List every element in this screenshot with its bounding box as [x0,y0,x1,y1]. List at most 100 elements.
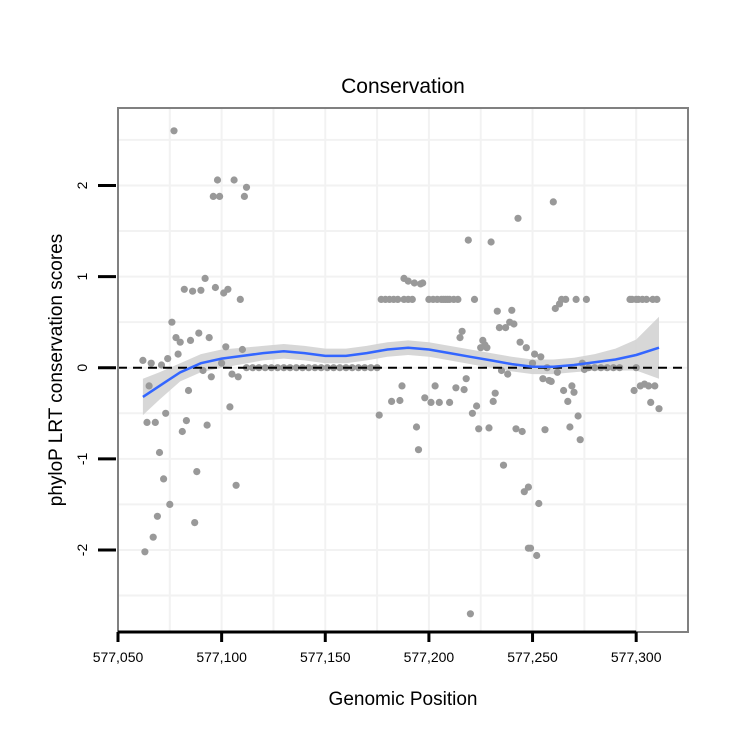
data-point [230,176,238,184]
data-point [473,402,481,410]
data-point [178,427,186,436]
data-point [655,405,663,413]
data-point [305,364,313,372]
data-point [510,320,518,328]
data-point [499,461,508,469]
data-point [168,318,176,326]
data-point [456,334,464,342]
data-point [147,359,155,367]
data-point [336,364,344,372]
data-point [149,533,157,541]
data-point [518,427,526,436]
data-point [526,544,535,552]
data-point [464,236,472,244]
data-point [483,344,491,352]
x-tick-label: 577,300 [611,649,662,665]
data-point [191,519,199,527]
data-point [261,364,269,372]
data-point [226,403,234,411]
data-point [541,426,549,434]
data-point [222,343,230,351]
data-point [535,499,543,508]
data-point [414,446,423,454]
data-point [160,475,168,483]
data-point [522,344,530,352]
data-point [197,286,205,294]
data-point [174,350,182,358]
data-point [274,364,282,372]
data-point [186,336,195,344]
data-point [218,359,226,367]
data-point [170,127,178,135]
data-point [180,285,188,293]
data-point [189,287,197,295]
data-point [431,382,439,390]
data-point [528,359,537,367]
data-point [582,295,591,303]
data-point [512,425,520,433]
data-point [203,421,211,429]
x-tick-label: 577,100 [196,649,247,665]
x-axis-title: Genomic Position [329,689,478,710]
data-point [647,398,655,406]
data-point [216,192,224,200]
data-point [562,295,570,303]
data-point [205,334,213,342]
data-point [553,368,562,376]
data-point [211,283,219,292]
data-point [164,355,172,363]
data-point [458,327,466,335]
data-point [446,398,454,406]
data-point [466,610,474,618]
data-point [533,551,541,560]
data-point [489,397,497,405]
x-tick-label: 577,050 [93,649,144,665]
data-point [630,386,638,395]
data-point [143,418,151,426]
smooth-line [142,346,660,398]
data-point [454,295,462,303]
data-point [234,373,242,381]
data-point [504,370,512,378]
y-tick-label: 1 [74,272,90,280]
data-point [213,176,222,184]
data-point [491,389,499,397]
y-axis-title: phyloP LRT conservation scores [46,234,67,507]
data-point [462,375,470,383]
data-point [576,436,584,444]
data-point [539,375,547,383]
data-point [242,183,251,191]
data-point [232,481,240,489]
data-point [139,356,147,364]
data-point [508,306,516,314]
x-tick-label: 577,150 [300,649,351,665]
data-point [172,334,180,342]
data-point [495,324,503,332]
data-point [153,512,161,520]
data-point [151,418,159,426]
data-point [323,364,331,372]
data-point [435,398,443,406]
data-point [412,423,421,431]
data-point [166,500,174,508]
data-point [516,338,524,346]
data-point [572,295,580,303]
data-point [460,386,468,394]
data-point [224,285,232,293]
data-point [524,483,533,491]
data-point [645,382,653,390]
data-point [475,425,483,433]
data-point [566,423,574,431]
data-point [642,295,651,303]
smooth-line-layer [142,346,660,398]
data-points [139,127,663,618]
data-point [398,382,406,390]
data-point [574,412,582,420]
data-point [493,307,501,315]
data-point [404,277,412,285]
y-tick-label: 2 [74,181,90,189]
data-point [452,384,460,392]
data-point [236,295,244,303]
y-tick-label: 0 [74,364,90,372]
data-point [427,398,435,406]
